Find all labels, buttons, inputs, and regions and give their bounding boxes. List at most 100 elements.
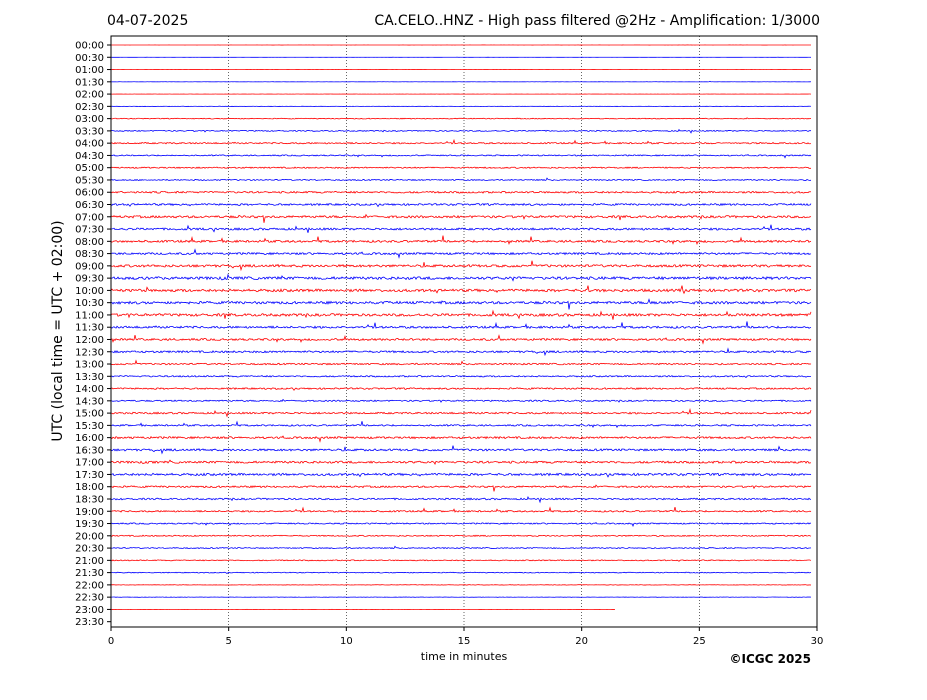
y-tick-label-27: 13:30 bbox=[75, 372, 104, 383]
y-tick-label-31: 15:30 bbox=[75, 421, 104, 432]
y-axis-label: UTC (local time = UTC + 02:00) bbox=[50, 220, 66, 441]
x-tick-label-4: 20 bbox=[575, 636, 588, 647]
trace-28 bbox=[111, 388, 811, 390]
y-tick-label-42: 21:00 bbox=[75, 556, 104, 567]
y-tick-label-3: 01:30 bbox=[75, 77, 104, 88]
trace-29 bbox=[111, 400, 811, 403]
y-tick-label-28: 14:00 bbox=[75, 384, 104, 395]
trace-11 bbox=[111, 178, 811, 180]
trace-8 bbox=[111, 140, 811, 144]
grid-lines bbox=[229, 36, 700, 627]
trace-14 bbox=[111, 215, 811, 223]
y-tick-label-11: 05:30 bbox=[75, 175, 104, 186]
trace-41 bbox=[111, 546, 811, 548]
y-tick-label-40: 20:00 bbox=[75, 531, 104, 542]
y-tick-label-21: 10:30 bbox=[75, 298, 104, 309]
y-tick-label-41: 20:30 bbox=[75, 544, 104, 555]
y-tick-label-43: 21:30 bbox=[75, 568, 104, 579]
x-tick-label-1: 5 bbox=[225, 636, 231, 647]
y-tick-label-8: 04:00 bbox=[75, 139, 104, 150]
trace-23 bbox=[111, 321, 811, 328]
y-tick-label-2: 01:00 bbox=[75, 65, 104, 76]
trace-19 bbox=[111, 275, 811, 281]
y-tick-label-24: 12:00 bbox=[75, 335, 104, 346]
x-tick-label-5: 25 bbox=[693, 636, 706, 647]
y-tick-label-35: 17:30 bbox=[75, 470, 104, 481]
trace-40 bbox=[111, 535, 811, 536]
y-tick-label-38: 19:00 bbox=[75, 507, 104, 518]
trace-43 bbox=[111, 572, 811, 573]
trace-26 bbox=[111, 361, 811, 365]
trace-37 bbox=[111, 497, 811, 502]
y-tick-label-9: 04:30 bbox=[75, 151, 104, 162]
y-tick-label-12: 06:00 bbox=[75, 188, 104, 199]
y-tick-label-32: 16:00 bbox=[75, 433, 104, 444]
trace-15 bbox=[111, 225, 811, 233]
copyright-label: ©ICGC 2025 bbox=[729, 652, 811, 666]
y-tick-label-1: 00:30 bbox=[75, 53, 104, 64]
y-tick-label-30: 15:00 bbox=[75, 409, 104, 420]
y-tick-label-26: 13:00 bbox=[75, 360, 104, 371]
y-tick-label-16: 08:00 bbox=[75, 237, 104, 248]
trace-16 bbox=[111, 236, 811, 244]
trace-12 bbox=[111, 191, 811, 193]
trace-20 bbox=[111, 286, 811, 294]
y-tick-label-39: 19:30 bbox=[75, 519, 104, 530]
trace-35 bbox=[111, 473, 811, 477]
chart-title: CA.CELO..HNZ - High pass filtered @2Hz -… bbox=[374, 13, 820, 29]
trace-38 bbox=[111, 507, 811, 512]
trace-30 bbox=[111, 410, 811, 417]
y-axis: 00:0000:3001:0001:3002:0002:3003:0003:30… bbox=[75, 41, 111, 629]
y-tick-label-29: 14:30 bbox=[75, 396, 104, 407]
trace-42 bbox=[111, 560, 811, 561]
y-tick-label-13: 06:30 bbox=[75, 200, 104, 211]
y-tick-label-44: 22:00 bbox=[75, 580, 104, 591]
y-tick-label-4: 02:00 bbox=[75, 90, 104, 101]
y-tick-label-6: 03:00 bbox=[75, 114, 104, 125]
trace-17 bbox=[111, 250, 811, 258]
x-axis-label: time in minutes bbox=[421, 650, 508, 663]
y-tick-label-15: 07:30 bbox=[75, 225, 104, 236]
trace-33 bbox=[111, 446, 811, 454]
trace-3 bbox=[111, 81, 811, 82]
y-tick-label-20: 10:00 bbox=[75, 286, 104, 297]
trace-7 bbox=[111, 130, 811, 133]
trace-36 bbox=[111, 485, 811, 491]
trace-18 bbox=[111, 261, 811, 270]
trace-32 bbox=[111, 436, 811, 441]
y-tick-label-0: 00:00 bbox=[75, 41, 104, 52]
y-tick-label-37: 18:30 bbox=[75, 494, 104, 505]
y-tick-label-34: 17:00 bbox=[75, 458, 104, 469]
y-tick-label-47: 23:30 bbox=[75, 617, 104, 628]
trace-9 bbox=[111, 155, 811, 158]
trace-22 bbox=[111, 311, 811, 320]
trace-25 bbox=[111, 349, 811, 355]
y-tick-label-22: 11:00 bbox=[75, 310, 104, 321]
y-tick-label-23: 11:30 bbox=[75, 323, 104, 334]
trace-21 bbox=[111, 299, 811, 309]
y-tick-label-45: 22:30 bbox=[75, 593, 104, 604]
y-tick-label-14: 07:00 bbox=[75, 212, 104, 223]
y-tick-label-46: 23:00 bbox=[75, 605, 104, 616]
y-tick-label-10: 05:00 bbox=[75, 163, 104, 174]
y-tick-label-5: 02:30 bbox=[75, 102, 104, 113]
trace-39 bbox=[111, 523, 811, 526]
x-tick-label-6: 30 bbox=[811, 636, 824, 647]
y-tick-label-25: 12:30 bbox=[75, 347, 104, 358]
date-label: 04-07-2025 bbox=[107, 13, 188, 29]
trace-6 bbox=[111, 118, 811, 119]
trace-24 bbox=[111, 335, 811, 343]
trace-31 bbox=[111, 421, 811, 427]
trace-10 bbox=[111, 167, 811, 168]
trace-44 bbox=[111, 585, 811, 586]
plot-frame bbox=[111, 36, 817, 627]
y-tick-label-36: 18:00 bbox=[75, 482, 104, 493]
y-tick-label-33: 16:30 bbox=[75, 445, 104, 456]
x-tick-label-3: 15 bbox=[458, 636, 471, 647]
trace-27 bbox=[111, 376, 811, 378]
y-tick-label-17: 08:30 bbox=[75, 249, 104, 260]
y-tick-label-19: 09:30 bbox=[75, 274, 104, 285]
